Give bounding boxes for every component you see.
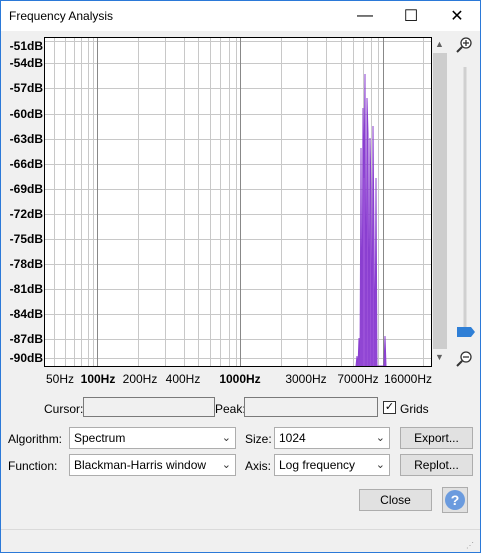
vertical-scrollbar[interactable]: ▲ ▼ (433, 37, 447, 365)
spectrum-svg (45, 38, 431, 367)
y-label: -78dB (9, 257, 43, 271)
x-label: 200Hz (122, 372, 158, 386)
axis-select[interactable]: Log frequency ⌄ (274, 454, 390, 476)
chevron-down-icon: ⌄ (375, 459, 385, 471)
y-axis: -51dB -54dB -57dB -60dB -63dB -66dB -69d… (1, 37, 43, 369)
minimize-icon: — (357, 7, 373, 24)
chevron-down-icon: ⌄ (375, 432, 385, 444)
axis-value: Log frequency (279, 458, 356, 472)
replot-button[interactable]: Replot... (400, 454, 473, 476)
chevron-down-icon: ⌄ (221, 459, 231, 471)
x-label: 400Hz (165, 372, 201, 386)
status-bar: ⋰ (1, 529, 480, 552)
close-icon: ✕ (450, 8, 464, 25)
x-label: 50Hz (45, 372, 75, 386)
cursor-field[interactable] (83, 397, 215, 417)
function-select[interactable]: Blackman-Harris window ⌄ (69, 454, 236, 476)
window-title: Frequency Analysis (9, 9, 114, 23)
help-icon: ? (445, 490, 465, 510)
function-value: Blackman-Harris window (74, 458, 207, 472)
size-label: Size: (245, 432, 272, 446)
help-button[interactable]: ? (442, 487, 468, 513)
y-label: -57dB (9, 81, 43, 95)
grids-label: Grids (400, 402, 429, 416)
vertical-gridlines (54, 38, 424, 366)
minimize-button[interactable]: — (342, 1, 388, 31)
x-label: 7000Hz (337, 372, 379, 386)
export-button[interactable]: Export... (400, 427, 473, 449)
x-label: 100Hz (80, 372, 116, 386)
zoom-svg (456, 37, 475, 367)
zoom-out-icon[interactable] (456, 351, 472, 367)
x-label: 3000Hz (285, 372, 327, 386)
close-window-button[interactable]: ✕ (434, 1, 480, 31)
y-label: -75dB (9, 232, 43, 246)
algorithm-value: Spectrum (74, 431, 126, 445)
close-button[interactable]: Close (359, 489, 432, 511)
size-select[interactable]: 1024 ⌄ (274, 427, 390, 449)
maximize-button[interactable]: ☐ (388, 1, 434, 31)
peak-label: Peak: (215, 402, 246, 416)
scrollbar-thumb[interactable] (433, 53, 447, 349)
y-label: -72dB (9, 207, 43, 221)
y-label: -51dB (9, 39, 43, 53)
resize-grip-icon[interactable]: ⋰ (466, 541, 474, 550)
major-gridlines (97, 38, 384, 366)
grids-checkbox[interactable]: ✓ (383, 401, 396, 414)
y-label: -87dB (9, 332, 43, 346)
y-label: -90dB (9, 351, 43, 365)
spectrum-plot[interactable] (44, 37, 432, 367)
title-bar: Frequency Analysis — ☐ ✕ (1, 1, 480, 31)
x-label: 1000Hz (219, 372, 261, 386)
x-axis: 50Hz 100Hz 200Hz 400Hz 1000Hz 3000Hz 700… (44, 366, 432, 390)
x-label: 16000Hz (383, 372, 433, 386)
cursor-label: Cursor: (44, 402, 84, 416)
zoom-in-icon[interactable] (456, 37, 472, 53)
y-label: -84dB (9, 307, 43, 321)
y-label: -66dB (9, 157, 43, 171)
scroll-down-icon[interactable]: ▼ (435, 352, 444, 362)
size-value: 1024 (279, 431, 306, 445)
algorithm-select[interactable]: Spectrum ⌄ (69, 427, 236, 449)
y-label: -63dB (9, 132, 43, 146)
zoom-slider-thumb[interactable] (457, 327, 475, 337)
y-label: -69dB (9, 182, 43, 196)
axis-label: Axis: (245, 459, 272, 473)
algorithm-label: Algorithm: (8, 432, 63, 446)
y-label: -60dB (9, 107, 43, 121)
maximize-icon: ☐ (403, 8, 419, 25)
y-label: -54dB (9, 56, 43, 70)
chevron-down-icon: ⌄ (221, 432, 231, 444)
y-label: -81dB (9, 282, 43, 296)
peak-field[interactable] (244, 397, 378, 417)
function-label: Function: (8, 459, 58, 473)
zoom-controls (453, 37, 477, 369)
scroll-up-icon[interactable]: ▲ (435, 39, 444, 49)
